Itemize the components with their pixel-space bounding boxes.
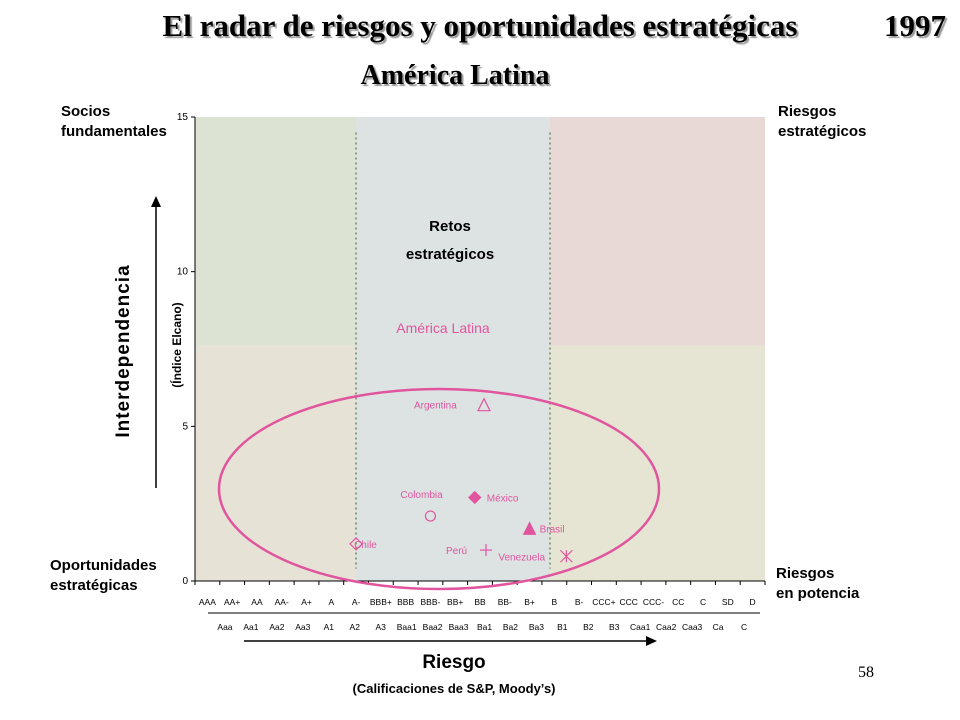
x-tick-label-moodys: A3 bbox=[375, 622, 386, 632]
point-label-argentina: Argentina bbox=[414, 401, 457, 412]
y-tick-label: 5 bbox=[182, 421, 188, 432]
x-tick-label-moodys: Baa2 bbox=[423, 622, 443, 632]
quadrant-label-socios: Socios fundamentales bbox=[61, 102, 167, 142]
x-tick-label-sp: B+ bbox=[524, 597, 535, 607]
x-tick-label-sp: BBB- bbox=[421, 597, 441, 607]
region-riesgos-estrategicos bbox=[550, 117, 765, 346]
x-tick-label-sp: CCC+ bbox=[592, 597, 615, 607]
point-label-peru: Perú bbox=[446, 546, 467, 557]
slide-year: 1997 bbox=[884, 8, 946, 43]
page-number: 58 bbox=[858, 664, 874, 681]
x-tick-label-moodys: Aa2 bbox=[269, 622, 284, 632]
y-axis-arrowhead bbox=[151, 196, 161, 207]
point-label-chile: Chile bbox=[354, 540, 377, 551]
x-tick-label-sp: A+ bbox=[301, 597, 312, 607]
y-tick-label: 15 bbox=[177, 112, 189, 123]
y-tick-label: 0 bbox=[182, 576, 188, 587]
quadrant-label-riesgos-estrategicos-line2: estratégicos bbox=[778, 123, 867, 140]
point-argentina bbox=[477, 397, 491, 412]
x-tick-label-sp: BB- bbox=[498, 597, 512, 607]
y-axis-label: Interdependencia bbox=[113, 264, 134, 437]
region-retos-estrategicos bbox=[356, 117, 550, 581]
region-socios-fundamentales bbox=[195, 117, 356, 346]
quadrant-label-oportunidades-line1: Oportunidades bbox=[50, 557, 157, 574]
x-tick-label-sp: A- bbox=[352, 597, 361, 607]
x-tick-label-moodys: Ba2 bbox=[503, 622, 518, 632]
region-label: América Latina bbox=[396, 320, 490, 336]
x-tick-label-sp: A bbox=[328, 597, 334, 607]
point-label-colombia: Colombia bbox=[400, 490, 443, 501]
quadrant-label-oportunidades-line2: estratégicas bbox=[50, 577, 138, 594]
x-tick-label-sp: SD bbox=[722, 597, 734, 607]
x-tick-label-moodys: Ba3 bbox=[529, 622, 544, 632]
point-label-mexico: México bbox=[487, 493, 519, 504]
data-points: Argentina México Brasil Colombia Chile Perú Ve… bbox=[349, 397, 573, 563]
quadrant-label-socios-line2: fundamentales bbox=[61, 123, 167, 140]
x-tick-label-moodys: Baa1 bbox=[397, 622, 417, 632]
y-tick-label: 10 bbox=[177, 267, 189, 278]
x-tick-label-moodys: B3 bbox=[609, 622, 620, 632]
point-brasil bbox=[522, 521, 537, 535]
region-riesgos-en-potencia bbox=[550, 345, 765, 581]
x-tick-label-moodys: Ba1 bbox=[477, 622, 492, 632]
x-tick-label-sp: BBB bbox=[397, 597, 414, 607]
x-tick-label-moodys: A2 bbox=[350, 622, 361, 632]
x-tick-label-moodys: B1 bbox=[557, 622, 568, 632]
x-tick-label-moodys: Caa3 bbox=[682, 622, 703, 632]
point-colombia bbox=[424, 510, 437, 522]
x-tick-label-moodys: Aaa bbox=[217, 622, 232, 632]
x-axis-sublabel: (Calificaciones de S&P, Moody’s) bbox=[353, 681, 556, 696]
x-tick-label-sp: BBB+ bbox=[370, 597, 392, 607]
x-tick-label-sp: BB bbox=[474, 597, 486, 607]
x-tick-label-sp: CCC bbox=[619, 597, 637, 607]
quadrant-label-riesgos-potencia: Riesgos en potencia bbox=[776, 564, 859, 604]
point-mexico bbox=[468, 490, 482, 505]
slide-subtitle: América Latina bbox=[360, 60, 550, 91]
x-tick-label-sp: CCC- bbox=[643, 597, 664, 607]
x-tick-label-moodys: Baa3 bbox=[449, 622, 469, 632]
quadrant-label-oportunidades: Oportunidades estratégicas bbox=[50, 556, 157, 596]
x-tick-label-moodys: A1 bbox=[324, 622, 335, 632]
quadrant-label-riesgos-estrategicos: Riesgos estratégicos bbox=[778, 102, 866, 142]
x-tick-label-sp: D bbox=[750, 597, 756, 607]
point-label-venezuela: Venezuela bbox=[498, 552, 545, 563]
slide-title: El radar de riesgos y oportunidades estr… bbox=[162, 8, 798, 43]
center-label-line1: Retos bbox=[429, 218, 471, 235]
point-chile bbox=[349, 537, 363, 551]
point-label-brasil: Brasil bbox=[540, 524, 565, 535]
point-venezuela bbox=[559, 549, 573, 563]
x-axis-label: Riesgo bbox=[422, 652, 485, 673]
x-tick-label-sp: AA- bbox=[275, 597, 289, 607]
x-axis-arrowhead bbox=[646, 636, 657, 646]
x-tick-label-sp: C bbox=[700, 597, 706, 607]
quadrant-label-riesgos-potencia-line2: en potencia bbox=[776, 585, 860, 602]
quadrant-label-riesgos-potencia-line1: Riesgos bbox=[776, 565, 835, 582]
center-label-line2: estratégicos bbox=[406, 246, 494, 263]
x-tick-label-moodys: Aa1 bbox=[243, 622, 258, 632]
x-tick-label-moodys: B2 bbox=[583, 622, 594, 632]
x-tick-label-sp: AA bbox=[251, 597, 263, 607]
quadrant-label-riesgos-estrategicos-line1: Riesgos bbox=[778, 103, 837, 120]
point-peru bbox=[480, 544, 492, 557]
quadrant-label-socios-line1: Socios bbox=[61, 103, 111, 120]
cluster-ellipse bbox=[217, 387, 661, 591]
x-tick-label-moodys: Aa3 bbox=[295, 622, 310, 632]
x-tick-label-sp: CC bbox=[672, 597, 684, 607]
x-tick-label-sp: BB+ bbox=[447, 597, 463, 607]
x-tick-label-sp: B bbox=[552, 597, 558, 607]
x-tick-label-moodys: Caa1 bbox=[630, 622, 651, 632]
region-oportunidades-estrategicas bbox=[195, 345, 356, 581]
x-tick-label-moodys: Ca bbox=[713, 622, 724, 632]
x-tick-label-sp: B- bbox=[575, 597, 584, 607]
x-tick-label-sp: AA+ bbox=[224, 597, 240, 607]
x-tick-label-sp: AAA bbox=[199, 597, 216, 607]
x-tick-label-moodys: C bbox=[741, 622, 747, 632]
x-tick-label-moodys: Caa2 bbox=[656, 622, 677, 632]
y-axis-sublabel: (Índice Elcano) bbox=[169, 302, 184, 387]
